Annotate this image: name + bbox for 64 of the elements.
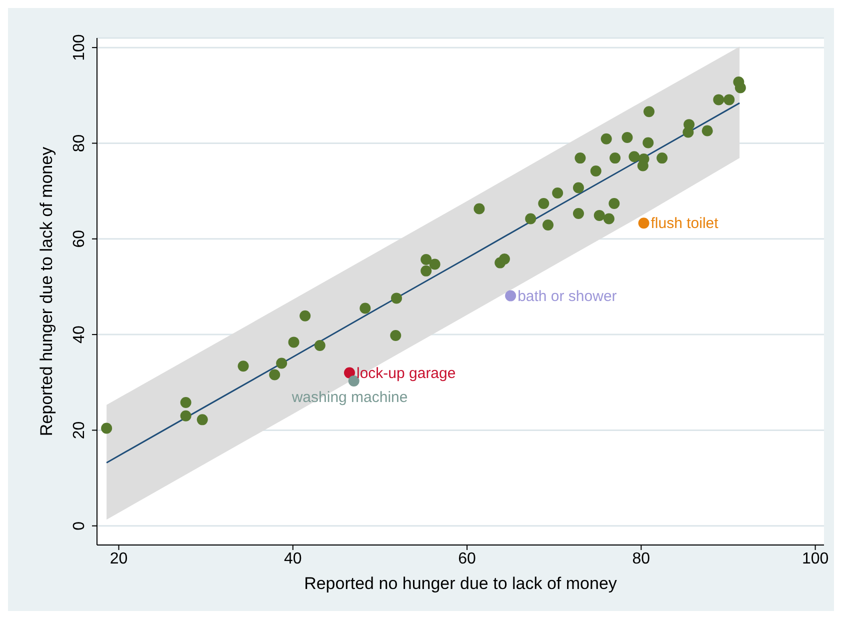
y-tick-label: 0 xyxy=(71,521,88,530)
point xyxy=(608,198,620,209)
point xyxy=(474,203,485,214)
point xyxy=(505,290,516,302)
point xyxy=(542,220,554,231)
point xyxy=(348,375,360,386)
point xyxy=(420,254,432,265)
point xyxy=(594,210,605,221)
y-tick-label: 80 xyxy=(71,134,88,152)
point xyxy=(360,302,371,314)
point xyxy=(180,396,192,408)
x-tick-label: 60 xyxy=(458,550,476,568)
point xyxy=(391,292,402,304)
x-tick-label: 100 xyxy=(802,550,829,568)
point xyxy=(196,414,208,426)
y-tick-label: 20 xyxy=(71,421,88,440)
point xyxy=(344,367,355,378)
point xyxy=(637,160,648,172)
point xyxy=(420,265,432,276)
point xyxy=(429,258,440,270)
series-label: bath or shower xyxy=(518,288,617,305)
point xyxy=(300,310,311,322)
x-axis-title: Reported no hunger due to lack of money xyxy=(304,574,618,593)
line-series xyxy=(106,102,740,464)
point xyxy=(574,152,586,164)
point xyxy=(590,165,602,176)
point xyxy=(656,152,668,164)
x-tick-label: 80 xyxy=(632,550,650,568)
point xyxy=(682,126,694,138)
point xyxy=(610,152,621,164)
point xyxy=(538,198,550,209)
y-axis-title: Reported hunger due to lack of money xyxy=(37,146,56,436)
point xyxy=(288,336,300,348)
point xyxy=(603,213,614,224)
x-tick-label: 20 xyxy=(110,550,128,568)
series-label: washing machine xyxy=(290,388,408,406)
point xyxy=(238,360,249,372)
point xyxy=(276,358,288,369)
point xyxy=(525,213,536,224)
point xyxy=(269,369,280,380)
point xyxy=(702,125,713,136)
point xyxy=(622,132,633,143)
point xyxy=(572,208,584,220)
point xyxy=(734,82,746,94)
y-tick-label: 40 xyxy=(71,326,88,344)
point xyxy=(572,182,584,194)
point xyxy=(101,422,112,434)
point xyxy=(638,218,650,229)
point xyxy=(724,94,735,106)
point xyxy=(642,137,654,148)
point xyxy=(552,187,564,198)
y-tick-label: 100 xyxy=(71,34,88,61)
point xyxy=(713,94,724,106)
x-tick-label: 40 xyxy=(284,550,302,568)
point xyxy=(600,133,612,144)
y-tick-label: 60 xyxy=(71,230,88,248)
point xyxy=(498,253,510,264)
point xyxy=(314,340,326,352)
point xyxy=(180,410,192,422)
series-label: flush toilet xyxy=(650,215,720,232)
series-label: lock-up garage xyxy=(356,364,456,382)
point xyxy=(628,151,640,162)
point xyxy=(644,106,654,118)
point xyxy=(390,330,402,342)
